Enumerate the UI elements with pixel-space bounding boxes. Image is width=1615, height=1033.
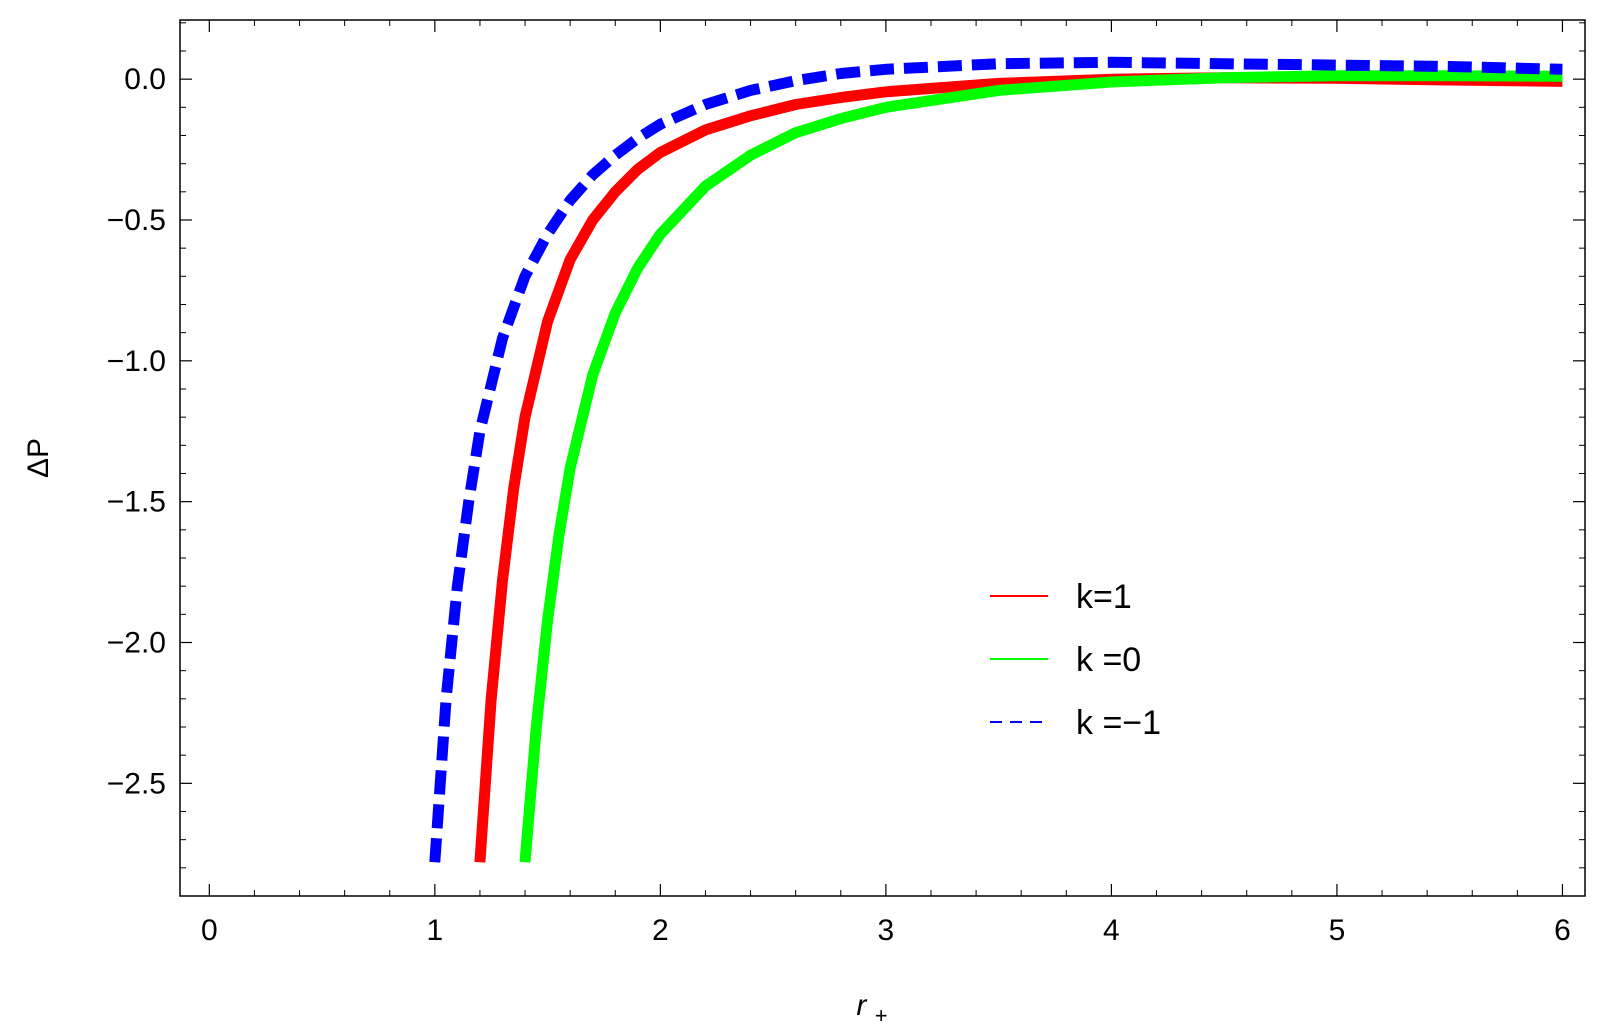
x-axis-label-subscript: + xyxy=(875,1003,888,1028)
x-tick-label: 1 xyxy=(426,914,443,947)
x-tick-label: 3 xyxy=(878,914,895,947)
legend-label-3: k =−1 xyxy=(1076,704,1161,742)
y-tick-label: −2.0 xyxy=(107,626,166,659)
y-axis-label: ΔP xyxy=(22,438,55,478)
series-line-3 xyxy=(429,56,1563,863)
x-tick-label: 5 xyxy=(1329,914,1346,947)
plot-frame xyxy=(179,19,1586,897)
x-tick-label: 0 xyxy=(201,914,218,947)
tick-labels: 0 1 2 3 4 5 6 0.0 −0.5 −1.0 −1.5 −2.0 −2.5 xyxy=(107,63,1571,947)
x-axis-label: r + xyxy=(856,989,887,1028)
y-tick-label: −1.0 xyxy=(107,345,166,378)
legend-label-1: k=1 xyxy=(1076,578,1132,616)
x-axis-label-main: r xyxy=(856,989,867,1022)
y-tick-label: −2.5 xyxy=(107,767,166,800)
series-line-1 xyxy=(474,72,1563,863)
series-group xyxy=(429,56,1563,863)
x-tick-label: 6 xyxy=(1554,914,1571,947)
legend-label-2: k =0 xyxy=(1076,641,1141,679)
y-tick-label: 0.0 xyxy=(124,63,166,96)
y-tick-label: −1.5 xyxy=(107,486,166,519)
x-tick-label: 2 xyxy=(652,914,669,947)
ticks xyxy=(180,20,1585,896)
y-tick-label: −0.5 xyxy=(107,204,166,237)
legend: k=1 k =0 k =−1 xyxy=(990,578,1161,742)
x-tick-label: 4 xyxy=(1103,914,1120,947)
series-line-2 xyxy=(519,70,1563,863)
